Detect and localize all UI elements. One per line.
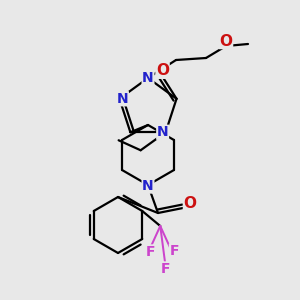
Text: F: F xyxy=(169,244,179,258)
Text: O: O xyxy=(156,63,169,78)
Text: N: N xyxy=(117,92,128,106)
Text: F: F xyxy=(146,245,155,259)
Text: O: O xyxy=(220,34,232,49)
Text: N: N xyxy=(142,71,154,85)
Text: F: F xyxy=(160,262,170,276)
Text: O: O xyxy=(184,196,196,211)
Text: N: N xyxy=(142,179,154,193)
Text: N: N xyxy=(157,125,168,139)
